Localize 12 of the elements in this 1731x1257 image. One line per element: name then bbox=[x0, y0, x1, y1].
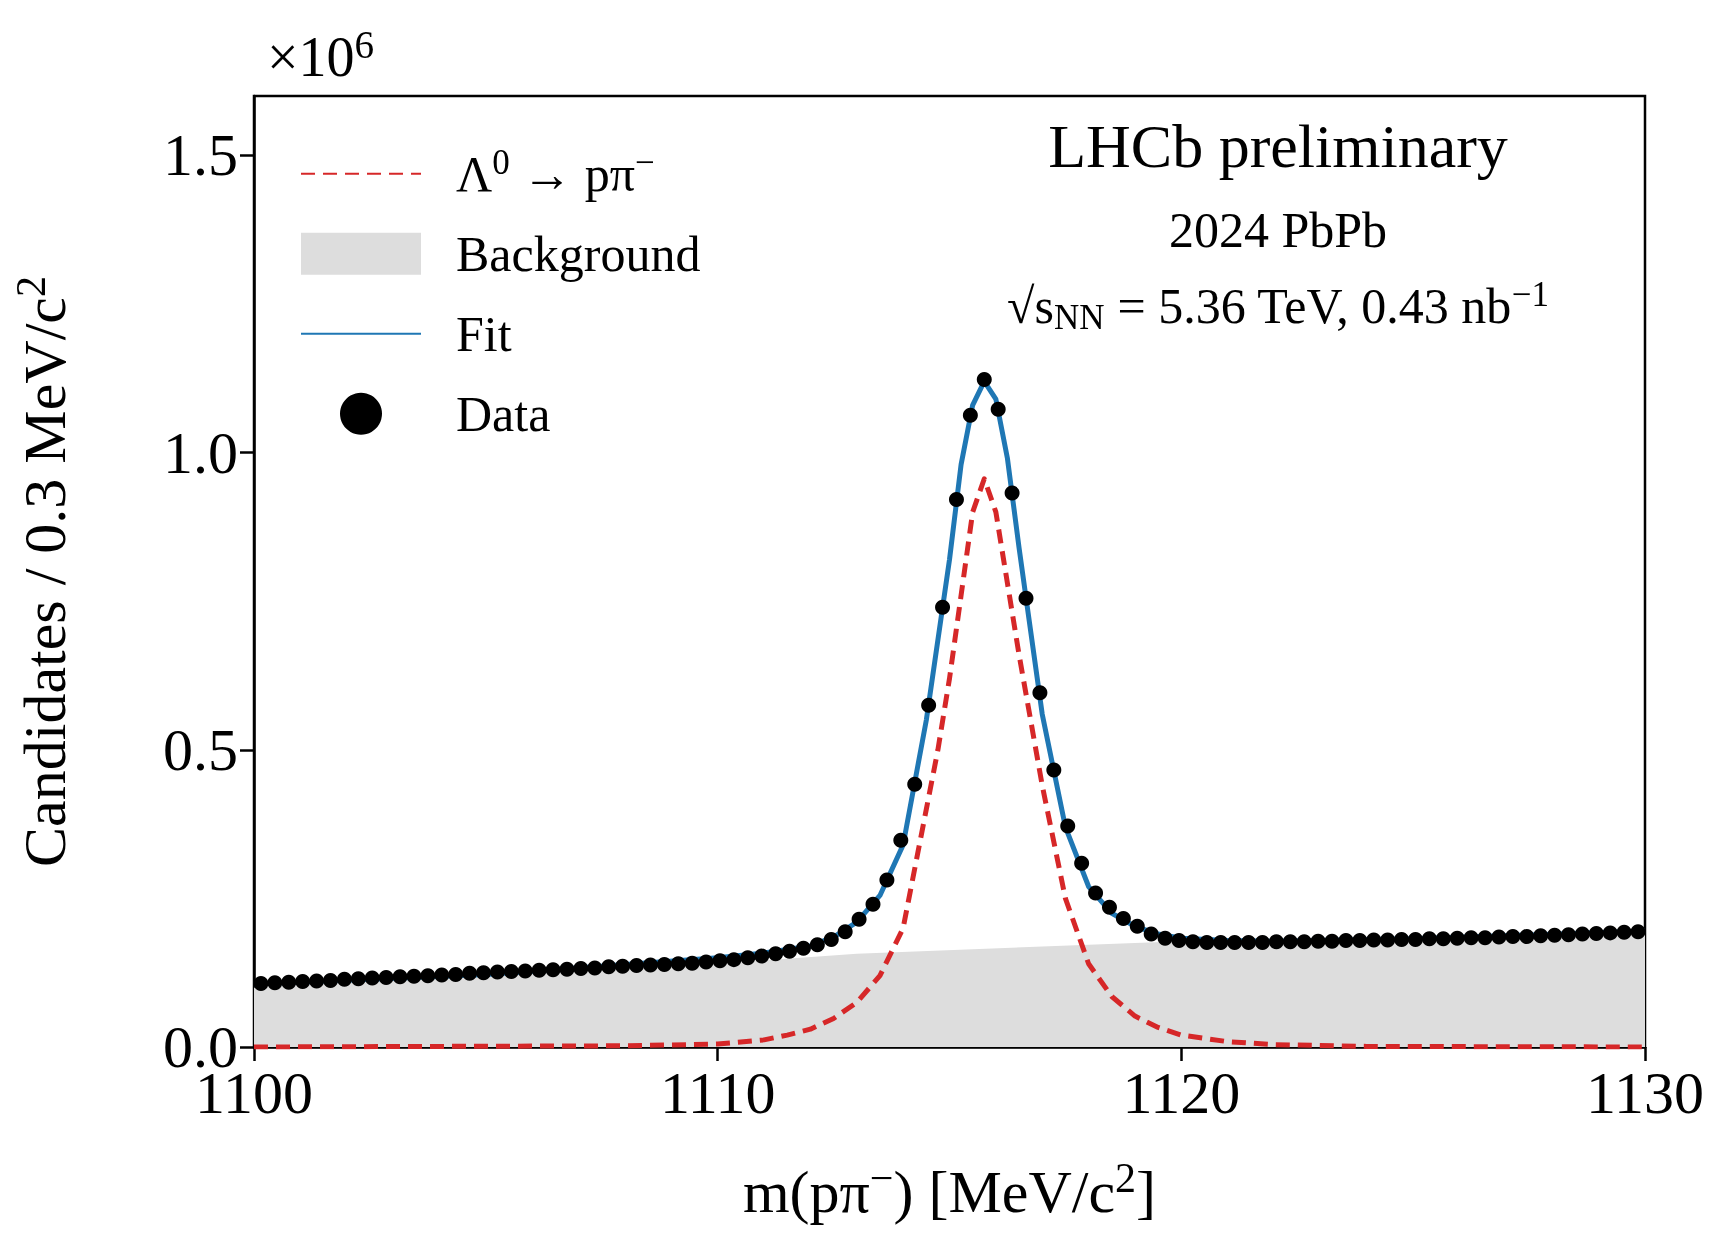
annotation: LHCb preliminary bbox=[1048, 112, 1508, 180]
legend-label: Fit bbox=[456, 305, 512, 362]
legend-label: Data bbox=[456, 385, 551, 442]
y-tick-label: 1.5 bbox=[163, 122, 238, 189]
y-axis-title: Candidates / 0.3 MeV/c2 bbox=[8, 276, 78, 867]
x-tick-label: 1130 bbox=[1586, 1060, 1704, 1126]
y-tick-label: 1.0 bbox=[163, 419, 238, 486]
legend-label: Background bbox=[456, 225, 701, 282]
y-tick-label: 0.5 bbox=[163, 716, 238, 783]
x-tick-label: 1110 bbox=[659, 1060, 776, 1126]
x-tick-label: 1120 bbox=[1122, 1060, 1241, 1126]
annotation: 2024 PbPb bbox=[1168, 202, 1388, 258]
